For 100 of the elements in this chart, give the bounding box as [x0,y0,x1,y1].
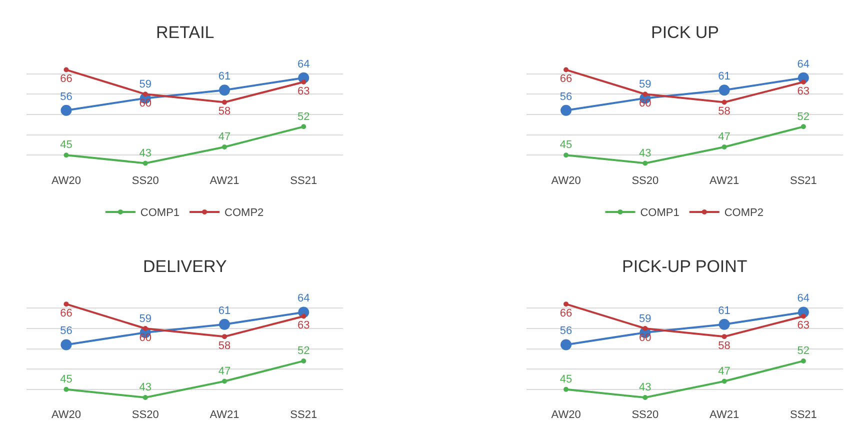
point [642,395,648,400]
data-label: 58 [718,340,730,352]
x-tick-label: SS20 [132,409,159,422]
data-label: 61 [218,70,231,82]
chart-title: PICK UP [651,23,720,42]
data-label: 43 [639,147,652,160]
point [301,314,306,319]
data-label: 63 [298,320,310,332]
data-label: 64 [797,58,810,70]
legend-label: COMP2 [224,207,264,220]
point [60,104,72,116]
point [222,378,227,384]
point [64,386,69,392]
legend-label: COMP1 [140,207,180,220]
data-label: 58 [718,106,730,118]
data-label: 56 [560,90,572,103]
data-label: 56 [560,325,572,338]
point [142,326,148,331]
point [564,386,569,392]
x-tick-label: AW21 [210,409,240,422]
point [64,67,69,72]
point [800,79,806,84]
x-tick-label: AW21 [710,174,740,187]
chart-title: PICK-UP POINT [622,257,748,276]
point [301,358,306,364]
data-label: 61 [718,70,730,82]
point [142,395,148,400]
point [564,67,569,72]
point [722,100,727,105]
x-tick-label: AW20 [551,409,581,422]
point [560,104,572,116]
point [560,339,572,350]
x-tick-label: AW20 [551,174,581,187]
x-tick-label: SS21 [290,174,318,187]
data-label: 59 [139,78,152,91]
x-tick-label: SS20 [132,174,159,187]
data-label: 45 [60,139,72,152]
point [301,124,306,130]
data-label: 63 [797,320,810,332]
data-label: 52 [298,345,310,358]
point [301,79,306,84]
point [642,92,648,97]
data-label: 45 [560,139,572,152]
data-label: 59 [639,78,652,91]
data-label: 47 [718,365,730,378]
legend-label: COMP1 [640,207,680,220]
data-label: 47 [718,131,730,144]
point [722,378,727,384]
data-label: 63 [298,85,310,98]
x-tick-label: AW21 [710,409,740,422]
point [222,334,227,340]
x-tick-label: SS21 [790,174,817,187]
data-label: 63 [797,85,810,98]
data-label: 43 [639,382,652,394]
point [64,302,69,307]
data-label: 52 [797,345,810,358]
legend-label: COMP2 [724,207,764,220]
x-tick-label: AW21 [210,174,240,187]
point [718,318,730,330]
data-label: 45 [60,374,72,386]
x-tick-label: AW20 [51,409,82,422]
point [219,318,230,330]
data-label: 64 [298,292,310,305]
data-label: 47 [218,365,231,378]
x-tick-label: SS21 [790,409,817,422]
point [800,124,806,130]
data-label: 52 [298,110,310,123]
point [800,314,806,319]
data-label: 52 [797,110,810,123]
data-label: 43 [139,382,152,394]
data-label: 43 [139,147,152,160]
data-label: 64 [298,58,310,70]
chart-title: DELIVERY [143,257,227,276]
x-tick-label: SS21 [290,409,318,422]
point [722,334,727,340]
x-tick-label: SS20 [632,409,659,422]
point [800,358,806,364]
chart-title: RETAIL [156,23,214,42]
point [564,152,569,158]
data-label: 58 [218,106,231,118]
point [222,100,227,105]
data-label: 61 [718,304,730,317]
point [222,144,227,150]
point [642,326,648,331]
data-label: 61 [218,304,231,317]
point [142,92,148,97]
point [64,152,69,158]
data-label: 59 [139,312,152,325]
data-label: 56 [60,325,72,338]
data-label: 66 [60,307,72,320]
data-label: 47 [218,131,231,144]
point [642,160,648,166]
point [60,339,72,350]
point [564,302,569,307]
point [142,160,148,166]
data-label: 64 [797,292,810,305]
data-label: 59 [639,312,652,325]
data-label: 66 [60,73,72,86]
x-tick-label: SS20 [632,174,659,187]
point [722,144,727,150]
